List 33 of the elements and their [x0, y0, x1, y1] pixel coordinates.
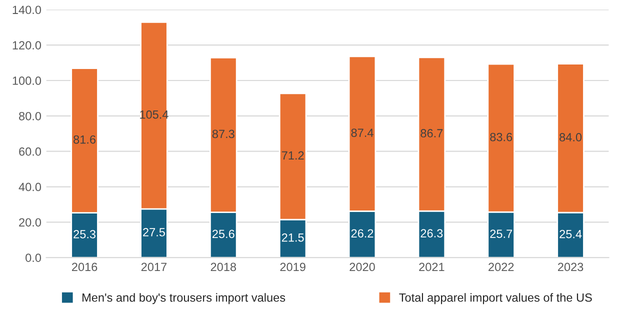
- y-tick-label: 140.0: [12, 6, 42, 14]
- data-label: 25.6: [212, 230, 234, 238]
- x-tick-label: 2020: [350, 262, 375, 272]
- data-label: 81.6: [74, 135, 96, 144]
- x-tick-label: 2017: [141, 262, 167, 272]
- data-label: 26.2: [351, 229, 374, 238]
- legend-label: Men's and boy's trousers import values: [82, 293, 286, 304]
- x-tick-label: 2018: [210, 262, 236, 272]
- data-label: 71.2: [282, 151, 304, 160]
- data-label: 21.5: [282, 233, 304, 242]
- data-label: 83.6: [490, 132, 512, 142]
- x-tick-label: 2023: [558, 262, 584, 272]
- data-label: 87.3: [212, 130, 234, 138]
- data-label: 25.4: [560, 230, 582, 238]
- data-label: 27.5: [143, 228, 165, 236]
- data-label: 25.7: [490, 230, 512, 238]
- legend-label: Total apparel import values of the US: [399, 293, 592, 304]
- data-label: 84.0: [560, 133, 582, 142]
- x-tick-label: 2019: [280, 262, 306, 272]
- y-tick-label: 80.0: [19, 112, 42, 120]
- y-tick-label: 60.0: [19, 147, 42, 156]
- x-tick-label: 2021: [419, 262, 444, 272]
- y-tick-label: 0.0: [26, 254, 42, 262]
- y-tick-label: 40.0: [18, 182, 42, 192]
- y-tick-label: 20.0: [19, 218, 42, 227]
- x-tick-label: 2022: [488, 262, 514, 272]
- data-label: 87.4: [351, 128, 374, 137]
- y-tick-label: 100.0: [12, 76, 42, 85]
- y-tick-label: 120.0: [12, 41, 42, 50]
- x-tick-label: 2016: [72, 262, 98, 272]
- data-label: 25.3: [74, 230, 96, 238]
- data-label: 86.7: [420, 129, 443, 138]
- data-label: 26.3: [420, 229, 443, 238]
